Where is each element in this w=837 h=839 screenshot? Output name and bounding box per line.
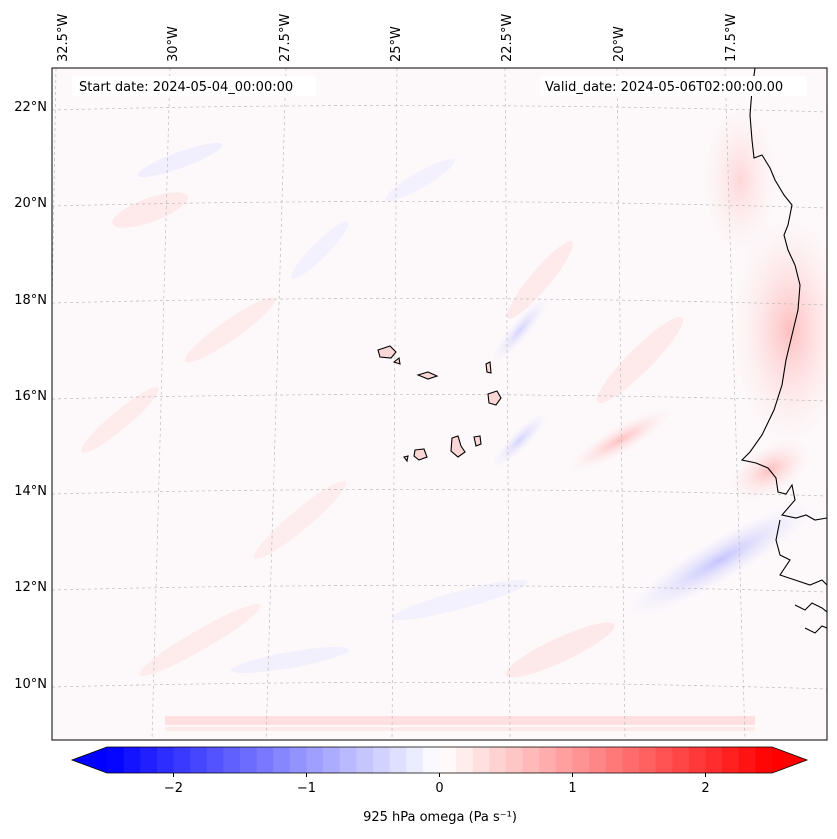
island-santiago [450, 435, 466, 458]
lon-label: 22.5°W [500, 14, 515, 62]
island-brava [403, 455, 409, 463]
lat-label: 12°N [14, 580, 47, 595]
colorbar-cell [589, 747, 607, 773]
lat-label: 14°N [14, 484, 47, 499]
latitude-labels: 22°N 20°N 18°N 16°N 14°N 12°N 10°N [14, 100, 47, 692]
colorbar-cell [140, 747, 158, 773]
lon-label: 32.5°W [56, 14, 71, 62]
lon-label: 17.5°W [724, 14, 739, 62]
colorbar-cell [289, 747, 308, 773]
colorbar-cell [738, 747, 756, 773]
lat-label: 22°N [14, 100, 47, 115]
colorbar-cell [506, 747, 524, 773]
colorbar-cell [223, 747, 241, 773]
colorbar-cell [339, 747, 357, 773]
colorbar-extend-max [772, 747, 807, 773]
lat-label: 20°N [14, 196, 47, 211]
map-panel: Start date: 2024-05-04_00:00:00 Valid_da… [51, 67, 828, 741]
colorbar-cell [422, 747, 441, 773]
island-fogo [413, 448, 428, 461]
colorbar-cell [206, 747, 224, 773]
colorbar-tick-label: −1 [297, 781, 316, 796]
lat-label: 10°N [14, 677, 47, 692]
colorbar-cell [555, 747, 574, 773]
colorbar-outline [70, 746, 809, 774]
island-sao-vicente [392, 356, 401, 365]
colorbar-cell [705, 747, 723, 773]
colorbar-cell [539, 747, 557, 773]
valid-date-box [540, 76, 807, 96]
map-frame [51, 67, 828, 741]
colorbar-tick-label: 1 [568, 781, 576, 796]
omega-field [81, 100, 827, 731]
colorbar-cell [406, 747, 424, 773]
colorbar-cell [755, 747, 773, 773]
coastline [377, 68, 827, 634]
colorbar-cell [256, 747, 274, 773]
island-maio [473, 435, 482, 447]
colorbar-tick-label: 0 [435, 781, 443, 796]
colorbar-cell [323, 747, 341, 773]
colorbar-cell [190, 747, 208, 773]
island-sal [485, 361, 492, 374]
lon-label: 27.5°W [278, 14, 293, 62]
lon-label: 20°W [612, 26, 627, 62]
colorbar-cell [605, 747, 623, 773]
colorbar: −2 −1 0 1 2 925 hPa omega (Pa s⁻¹) [70, 746, 809, 825]
lon-label: 25°W [389, 26, 404, 62]
colorbar-cell [439, 747, 457, 773]
colorbar-cell [722, 747, 740, 773]
colorbar-cell [306, 747, 324, 773]
colorbar-label: 925 hPa omega (Pa s⁻¹) [363, 810, 517, 825]
colorbar-cell [639, 747, 657, 773]
valid-date-label: Valid_date: 2024-05-06T02:00:00.00 [545, 80, 783, 95]
colorbar-cell [688, 747, 707, 773]
colorbar-cell [655, 747, 673, 773]
start-date-box [72, 76, 316, 96]
lat-label: 16°N [14, 389, 47, 404]
island-santo-antao [377, 345, 397, 359]
colorbar-cell [622, 747, 640, 773]
gridlines [52, 68, 827, 740]
lon-label: 30°W [166, 26, 181, 62]
map-background [52, 68, 827, 740]
colorbar-cell [389, 747, 407, 773]
colorbar-cell [456, 747, 474, 773]
colorbar-cell [373, 747, 391, 773]
island-sao-nicolau [416, 371, 439, 380]
colorbar-cell [107, 747, 125, 773]
colorbar-cell [173, 747, 191, 773]
island-boa-vista [487, 390, 502, 406]
colorbar-cells [72, 747, 807, 773]
colorbar-tick-label: −2 [164, 781, 183, 796]
colorbar-cell [273, 747, 291, 773]
colorbar-cell [572, 747, 590, 773]
colorbar-cell [672, 747, 690, 773]
colorbar-cell [123, 747, 141, 773]
colorbar-cell [240, 747, 258, 773]
colorbar-cell [522, 747, 540, 773]
start-date-label: Start date: 2024-05-04_00:00:00 [79, 80, 293, 95]
colorbar-cell [156, 747, 175, 773]
colorbar-cell [489, 747, 507, 773]
colorbar-cell [356, 747, 374, 773]
colorbar-ticks: −2 −1 0 1 2 [164, 773, 710, 796]
colorbar-cell [472, 747, 490, 773]
longitude-labels: 32.5°W 30°W 27.5°W 25°W 22.5°W 20°W 17.5… [56, 14, 739, 62]
colorbar-tick-label: 2 [701, 781, 709, 796]
lat-label: 18°N [14, 293, 47, 308]
colorbar-extend-min [72, 747, 107, 773]
